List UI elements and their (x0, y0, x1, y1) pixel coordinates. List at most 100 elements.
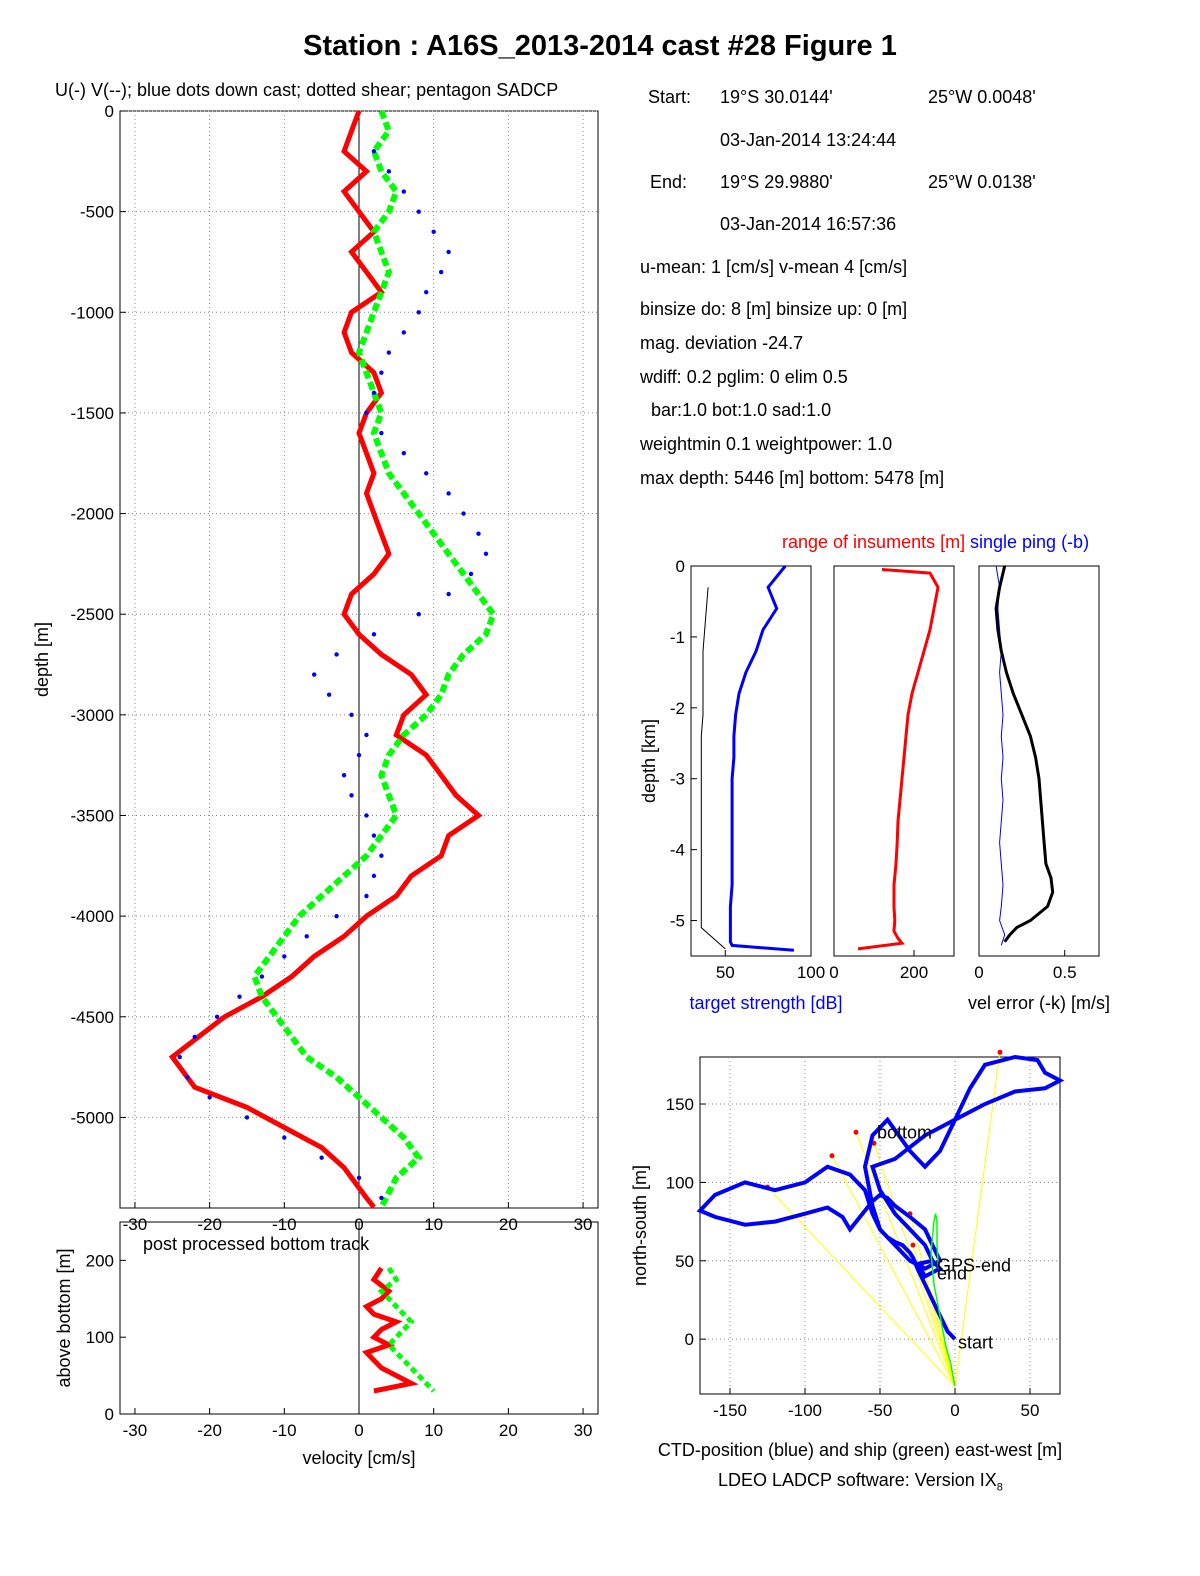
velocity-profile-series-red (168, 110, 483, 1209)
bottom-track-xtick-label: -30 (123, 1421, 148, 1440)
vel-error-xtick-label: 0.5 (1053, 963, 1077, 982)
velocity-ylabel: depth [m] (32, 622, 52, 697)
velocity-profile-point-blue (431, 229, 436, 234)
velocity-profile-ytick-label: -3500 (71, 806, 114, 825)
velocity-profile-point-blue (379, 1195, 384, 1201)
main-subtitle: U(-) V(--); blue dots down cast; dotted … (55, 80, 559, 100)
position-red-marker (829, 1153, 835, 1159)
bottom-track-xtick-label: 0 (354, 1421, 363, 1440)
bottom-track-ytick-label: 200 (86, 1251, 114, 1270)
target-strength-xtick-label: 50 (716, 963, 735, 982)
velocity-profile-point-blue (364, 813, 369, 818)
velocity-profile-point-blue (371, 873, 377, 879)
velocity-xlabel: velocity [cm/s] (302, 1448, 415, 1468)
velocity-profile-point-blue (483, 551, 489, 557)
ping-title: single ping (-b) (970, 532, 1090, 552)
velocity-profile-point-blue (371, 833, 377, 838)
velocity-profile-point-blue (334, 652, 339, 657)
end-label: End: (650, 172, 688, 192)
position-yellow-spoke (855, 1132, 956, 1387)
velocity-profile-point-blue (319, 1155, 324, 1160)
velocity-profile-ytick-label: -1500 (71, 404, 114, 423)
velocity-profile-point-blue (364, 410, 369, 416)
position-annotation: end (937, 1264, 967, 1284)
velocity-profile-point-blue (371, 390, 377, 395)
velocity-profile-point-blue (371, 149, 377, 154)
velocity-profile-point-blue (401, 450, 407, 456)
velocity-profile-point-blue (244, 1115, 250, 1120)
position-yellow-spoke (921, 1263, 956, 1387)
velocity-profile-point-blue (371, 632, 377, 637)
bottom-track-xtick-label: -10 (272, 1421, 297, 1440)
position-yellow-spoke (767, 1186, 956, 1387)
velocity-profile-point-blue (401, 330, 407, 335)
position-xtick-label: 0 (950, 1401, 959, 1420)
velocity-profile-ytick-label: -500 (80, 203, 114, 222)
diag-ylabel: depth [km] (639, 719, 659, 803)
bottom-track-ytick-label: 0 (105, 1405, 114, 1424)
velocity-profile-point-blue (237, 994, 242, 999)
velocity-profile-point-blue (461, 511, 466, 516)
start-label: Start: (648, 87, 692, 107)
figure-title: Station : A16S_2013-2014 cast #28 Figure… (303, 30, 897, 62)
velocity-profile-point-blue (416, 612, 421, 617)
footer-version: LDEO LADCP software: Version IX8 (718, 1470, 1003, 1494)
velocity-profile-point-blue (446, 249, 451, 255)
velocity-profile-point-blue (192, 1034, 197, 1040)
velocity-profile-point-blue (416, 310, 421, 315)
position-ytick-label: 150 (666, 1095, 694, 1114)
footer-subscript: 8 (996, 1481, 1003, 1494)
target-strength-frame (690, 565, 812, 957)
velocity-profile-point-blue (379, 370, 384, 375)
velocity-profile-point-blue (364, 732, 369, 738)
target-strength-ytick-label: -2 (670, 699, 685, 718)
velocity-profile-point-blue (364, 893, 369, 899)
bottom-track-series-red (361, 1266, 419, 1394)
velocity-profile-xtick-label: 20 (499, 1215, 518, 1234)
target-strength-xlabel: target strength [dB] (689, 993, 842, 1013)
bottom-track-ytick-label: 100 (86, 1328, 114, 1347)
vel-error-xtick-label: 0 (974, 963, 983, 982)
bottom-track-xtick-label: 10 (424, 1421, 443, 1440)
target-strength-ytick-label: -3 (670, 770, 685, 789)
velocity-profile-point-blue (185, 1074, 190, 1080)
start-lon: 25°W 0.0048' (928, 87, 1036, 107)
bottom-track-xtick-label: 20 (499, 1421, 518, 1440)
mean-velocity: u-mean: 1 [cm/s] v-mean 4 [cm/s] (640, 257, 908, 277)
velocity-profile-point-blue (311, 672, 317, 677)
velocity-profile-point-blue (476, 531, 481, 536)
position-ytick-label: 50 (675, 1252, 694, 1271)
bottom-track-annotation: post processed bottom track (143, 1234, 370, 1254)
velocity-profile-point-blue (334, 913, 339, 919)
bar-weights: bar:1.0 bot:1.0 sad:1.0 (651, 400, 832, 420)
range-instruments-series-red (857, 568, 940, 951)
position-xlabel: CTD-position (blue) and ship (green) eas… (658, 1440, 1062, 1460)
velocity-profile-point-blue (341, 773, 347, 778)
velocity-profile-point-blue (386, 169, 392, 174)
velocity-profile-point-blue (379, 430, 384, 436)
target-strength-ytick-label: -4 (670, 841, 685, 860)
binsize: binsize do: 8 [m] binsize up: 0 [m] (640, 299, 908, 319)
target-strength-ytick-label: 0 (676, 557, 685, 576)
velocity-profile-point-blue (207, 1095, 212, 1100)
end-lon: 25°W 0.0138' (928, 172, 1036, 192)
weight-params: weightmin 0.1 weightpower: 1.0 (640, 434, 893, 454)
velocity-profile-series-green (251, 109, 497, 1209)
velocity-profile-point-blue (416, 209, 421, 214)
position-xtick-label: -150 (713, 1401, 747, 1420)
velocity-profile-ytick-label: -4500 (71, 1008, 114, 1027)
velocity-profile-ytick-label: -2000 (71, 505, 114, 524)
velocity-profile-point-blue (401, 189, 407, 194)
velocity-profile-point-blue (446, 591, 451, 597)
position-series-green (930, 1213, 956, 1387)
velocity-profile-point-blue (214, 1014, 220, 1019)
bottom-track-series-green (377, 1266, 436, 1393)
position-xtick-label: 50 (1021, 1401, 1040, 1420)
target-strength-xtick-label: 100 (797, 963, 825, 982)
vel-error-series-black (994, 565, 1055, 943)
position-red-marker (853, 1129, 859, 1135)
position-xtick-label: -100 (788, 1401, 822, 1420)
range-instruments-xtick-label: 0 (829, 963, 838, 982)
position-annotation: GPS-end (937, 1256, 1011, 1276)
velocity-profile-point-blue (379, 853, 384, 858)
